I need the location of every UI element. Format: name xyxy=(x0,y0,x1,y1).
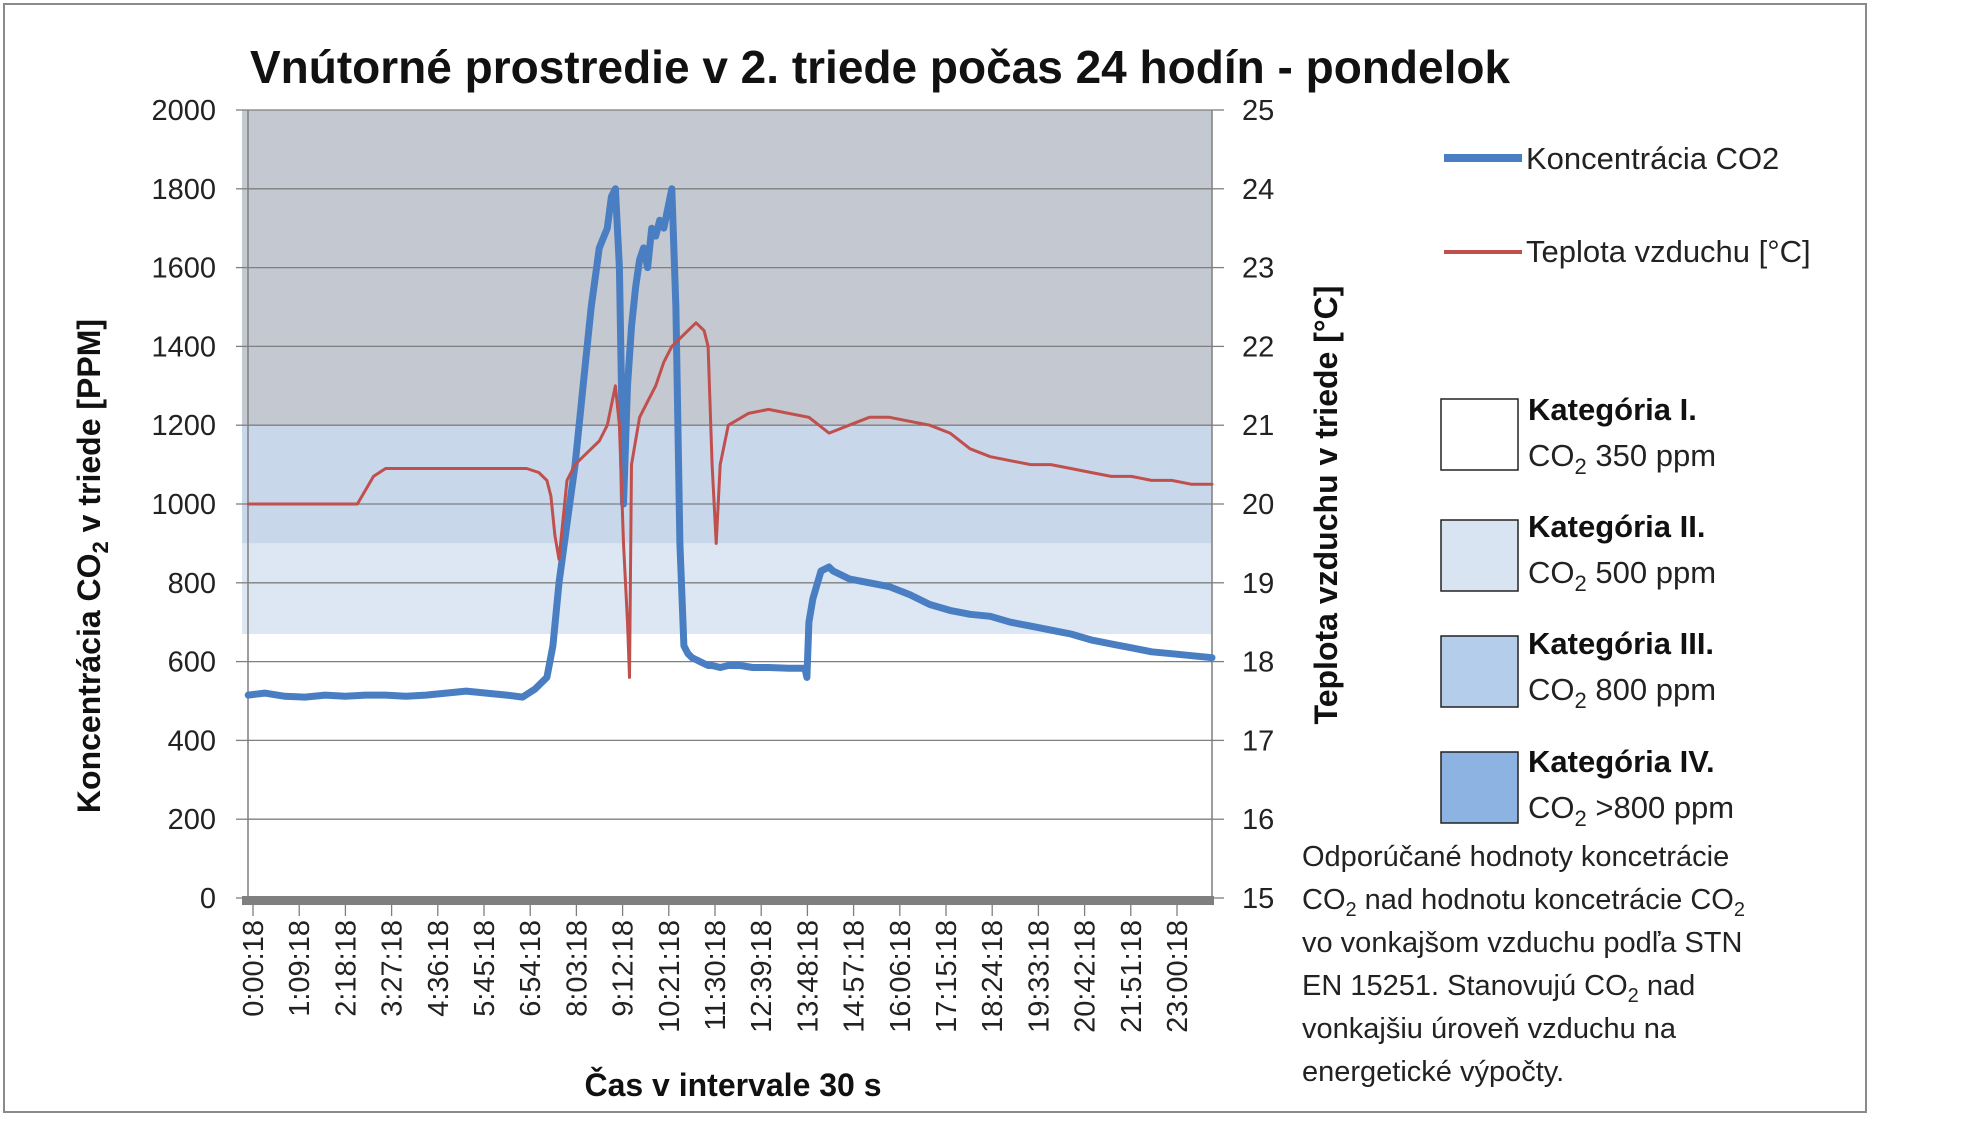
y-left-title-part2: v triede [PPM] xyxy=(71,319,107,541)
legend-category-4: Kategória IV. CO2 >800 ppm xyxy=(1440,744,1734,831)
x-axis-bar xyxy=(242,896,1214,905)
x-tick-label: 0:00:18 xyxy=(238,920,270,1017)
y-right-tick-label: 18 xyxy=(1242,647,1274,679)
legend-co2-label: Koncentrácia CO2 xyxy=(1526,141,1779,176)
x-tick-label: 12:39:18 xyxy=(746,920,778,1033)
y-axis-right-title: Teplota vzduchu v triede [°C] xyxy=(1308,286,1344,725)
y-right-tick-label: 15 xyxy=(1242,883,1274,915)
y-right-tick-label: 23 xyxy=(1242,253,1274,285)
band-3 xyxy=(242,543,1212,635)
legend-category-1-swatch xyxy=(1440,398,1519,471)
legend-category-3-swatch xyxy=(1440,635,1519,708)
y-right-tick-label: 17 xyxy=(1242,725,1274,757)
y-right-tick-label: 16 xyxy=(1242,804,1274,836)
legend-category-1-title: Kategória I. xyxy=(1528,392,1697,427)
y-right-tick-label: 22 xyxy=(1242,331,1274,363)
legend-category-2-value: CO2 500 ppm xyxy=(1528,555,1716,596)
x-tick-label: 19:33:18 xyxy=(1023,920,1055,1033)
x-tick-label: 23:00:18 xyxy=(1162,920,1194,1033)
legend-category-2-title: Kategória II. xyxy=(1528,509,1705,544)
legend-category-2: Kategória II. CO2 500 ppm xyxy=(1440,509,1716,596)
y-left-tick-label: 400 xyxy=(168,725,216,757)
x-axis-title: Čas v intervale 30 s xyxy=(584,1067,881,1103)
y-left-tick-label: 1800 xyxy=(151,174,216,206)
legend-category-2-swatch xyxy=(1440,519,1519,592)
band-2 xyxy=(242,425,1212,544)
note-line-3: vo vonkajšom vzduchu podľa STN xyxy=(1302,927,1742,959)
y-left-tick-label: 1200 xyxy=(151,410,216,442)
note-line-2: CO2 nad hodnotu koncetrácie CO2 xyxy=(1302,884,1745,921)
plot-area: 0 15 200 16 400 17 600 18 800 19 1000 20 1200 21 1400 2… xyxy=(151,95,1274,1033)
y-left-tick-label: 1600 xyxy=(151,253,216,285)
x-tick-label: 9:12:18 xyxy=(608,920,640,1017)
y-right-tick-label: 20 xyxy=(1242,489,1274,521)
y-left-title-part1: Koncentrácia CO xyxy=(71,553,107,813)
x-tick-label: 10:21:18 xyxy=(654,920,686,1033)
y-left-title-sub: 2 xyxy=(88,541,113,553)
x-tick-label: 13:48:18 xyxy=(792,920,824,1033)
y-right-tick-label: 19 xyxy=(1242,568,1274,600)
y-left-tick-label: 800 xyxy=(168,568,216,600)
note-line-6: energetické výpočty. xyxy=(1302,1056,1564,1088)
y-left-tick-label: 1400 xyxy=(151,331,216,363)
y-left-tick-label: 200 xyxy=(168,804,216,836)
note-line-1: Odporúčané hodnoty koncetrácie xyxy=(1302,841,1729,873)
temperature-series-line xyxy=(246,321,1214,679)
note-line-4: EN 15251. Stanovujú CO2 nad xyxy=(1302,970,1695,1007)
y-left-tick-label: 2000 xyxy=(151,95,216,127)
x-tick-label: 1:09:18 xyxy=(284,920,316,1017)
legend-temp-label: Teplota vzduchu [°C] xyxy=(1526,234,1811,269)
x-tick-label: 21:51:18 xyxy=(1116,920,1148,1033)
x-tick-label: 14:57:18 xyxy=(839,920,871,1033)
legend-category-1: Kategória I. CO2 350 ppm xyxy=(1440,392,1716,479)
y-axis-left-title: Koncentrácia CO2 v triede [PPM] xyxy=(71,319,113,813)
legend-category-4-value: CO2 >800 ppm xyxy=(1528,790,1734,831)
y-left-tick-label: 1000 xyxy=(151,489,216,521)
x-tick-label: 18:24:18 xyxy=(977,920,1009,1033)
y-right-tick-label: 21 xyxy=(1242,410,1274,442)
x-tick-label: 17:15:18 xyxy=(931,920,963,1033)
co2-series-line xyxy=(244,185,1216,701)
legend-category-4-title: Kategória IV. xyxy=(1528,744,1715,779)
x-tick-label: 8:03:18 xyxy=(561,920,593,1017)
x-tick-label: 3:27:18 xyxy=(377,920,409,1017)
x-tick-label: 20:42:18 xyxy=(1070,920,1102,1033)
x-tick-label: 4:36:18 xyxy=(423,920,455,1017)
legend-category-3-value: CO2 800 ppm xyxy=(1528,672,1716,713)
legend-category-4-swatch xyxy=(1440,751,1519,824)
chart-title: Vnútorné prostredie v 2. triede počas 24… xyxy=(250,41,1511,93)
note-line-5: vonkajšiu úroveň vzduchu na xyxy=(1302,1013,1677,1045)
note-text: Odporúčané hodnoty koncetrácie CO2 nad h… xyxy=(1302,841,1745,1088)
legend-category-1-value: CO2 350 ppm xyxy=(1528,438,1716,479)
y-left-tick-label: 0 xyxy=(200,883,216,915)
y-right-tick-label: 24 xyxy=(1242,174,1274,206)
x-tick-label: 16:06:18 xyxy=(885,920,917,1033)
x-tick-label: 11:30:18 xyxy=(700,920,732,1031)
legend-category-3: Kategória III. CO2 800 ppm xyxy=(1440,626,1716,713)
x-tick-label: 5:45:18 xyxy=(469,920,501,1017)
y-right-tick-label: 25 xyxy=(1242,95,1274,127)
legend-category-3-title: Kategória III. xyxy=(1528,626,1714,661)
x-tick-label: 2:18:18 xyxy=(330,920,362,1017)
x-tick-label: 6:54:18 xyxy=(515,920,547,1017)
y-left-tick-label: 600 xyxy=(168,647,216,679)
